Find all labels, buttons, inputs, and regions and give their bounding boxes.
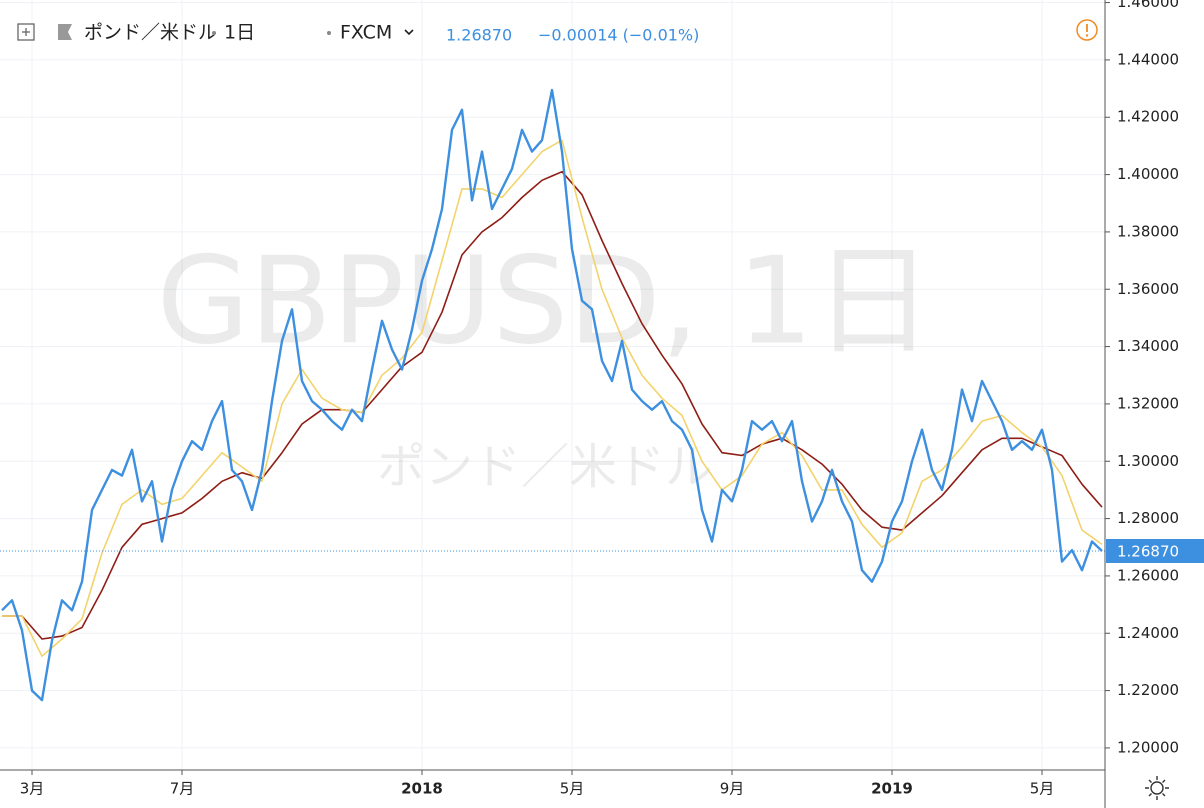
y-tick-label: 1.32000: [1117, 394, 1179, 412]
price-line: [1, 88, 1103, 702]
settings-icon[interactable]: [1150, 781, 1164, 795]
add-icon[interactable]: [17, 23, 35, 41]
separator-dot: [327, 31, 331, 35]
x-tick-label: 7月: [170, 780, 195, 798]
y-tick-label: 1.44000: [1117, 50, 1179, 68]
y-tick-label: 1.42000: [1117, 108, 1179, 126]
price-change: −0.00014 (−0.01%): [538, 26, 699, 45]
grid: [0, 0, 1105, 770]
x-tick-label: 5月: [560, 780, 585, 798]
last-price-tag-label: 1.26870: [1117, 542, 1179, 560]
alert-icon-dot: [1085, 34, 1089, 37]
y-tick-label: 1.30000: [1117, 452, 1179, 470]
watermark: GBPUSD, 1日: [157, 233, 934, 372]
axes: 1.20000 1.22000 1.24000 1.26000 1.28000 1.300…: [20, 0, 1204, 798]
x-tick-label: 3月: [20, 780, 45, 798]
y-tick-label: 1.46000: [1117, 0, 1179, 11]
y-tick-label: 1.38000: [1117, 222, 1179, 240]
x-tick-label: 2018: [401, 780, 443, 798]
separator-dot: [212, 31, 216, 35]
last-price-tag: [1106, 538, 1204, 563]
toolbar: ポンド／米ドル 1日 FXCM 1.26870 −0.00014 (−0.01%…: [17, 19, 1169, 800]
watermark-sub: ポンド／米ドル: [377, 439, 713, 495]
y-tick-label: 1.40000: [1117, 165, 1179, 183]
x-tick-label: 9月: [720, 780, 745, 798]
last-price: 1.26870: [446, 26, 512, 45]
moving-average-line: [2, 170, 1103, 640]
y-tick-label: 1.26000: [1117, 566, 1179, 584]
x-tick-label: 5月: [1030, 780, 1055, 798]
y-tick-label: 1.36000: [1117, 280, 1179, 298]
y-tick-label: 1.22000: [1117, 681, 1179, 699]
source[interactable]: FXCM: [340, 22, 392, 44]
y-tick-label: 1.34000: [1117, 337, 1179, 355]
flag-icon[interactable]: [58, 24, 72, 40]
interval[interactable]: 1日: [224, 22, 255, 44]
alert-icon[interactable]: [1076, 19, 1098, 41]
y-tick-label: 1.28000: [1117, 509, 1179, 527]
y-tick-label: 1.20000: [1117, 738, 1179, 756]
plot: [0, 88, 1105, 702]
dropdown-icon[interactable]: [404, 29, 414, 36]
symbol-title[interactable]: ポンド／米ドル: [84, 22, 217, 44]
y-tick-label: 1.24000: [1117, 624, 1179, 642]
settings-rays: [1145, 776, 1169, 800]
x-tick-label: 2019: [871, 780, 913, 798]
moving-average-line: [2, 139, 1103, 657]
